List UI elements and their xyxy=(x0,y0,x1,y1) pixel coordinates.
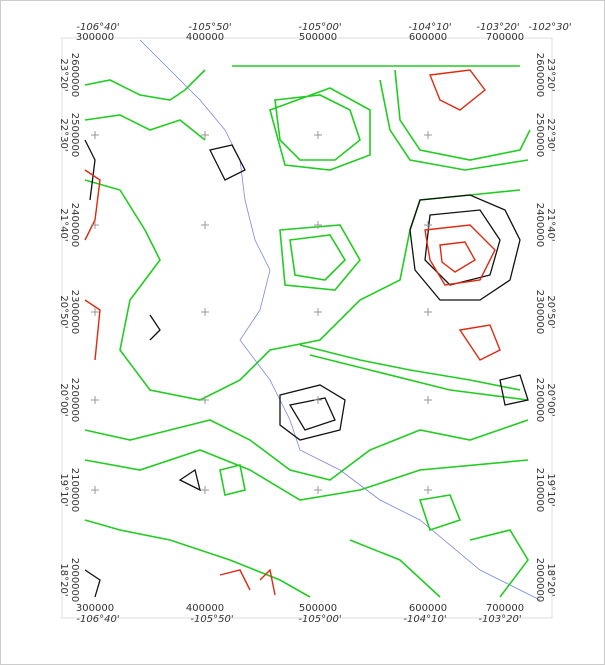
left-latitude: 20°50' xyxy=(58,295,69,328)
left-latitude: 22°30' xyxy=(58,118,69,151)
right-latitude: 21°40' xyxy=(545,208,556,241)
contour xyxy=(85,345,528,597)
left-northing: 2400000 xyxy=(69,203,80,248)
top-longitude: -102°30' xyxy=(528,22,571,33)
top-longitude: -103°20' xyxy=(476,22,519,33)
contour xyxy=(85,420,528,500)
contour xyxy=(270,88,370,170)
right-latitude: 20°00' xyxy=(545,383,556,416)
right-northing: 2200000 xyxy=(534,378,545,423)
contour xyxy=(85,66,520,140)
bottom-easting: 700000 xyxy=(486,603,524,614)
top-longitude: -106°40' xyxy=(76,22,119,33)
right-northing: 2600000 xyxy=(534,53,545,98)
right-northing: 2100000 xyxy=(534,468,545,513)
left-northing: 2100000 xyxy=(69,468,80,513)
left-latitude: 20°00' xyxy=(58,383,69,416)
right-latitude: 23°20' xyxy=(545,58,556,91)
right-northing: 2000000 xyxy=(534,558,545,603)
top-longitude: -105°00' xyxy=(298,22,341,33)
bottom-longitude: -106°40' xyxy=(76,614,119,625)
bottom-easting: 500000 xyxy=(299,603,337,614)
bottom-longitude: -104°10' xyxy=(403,614,446,625)
right-northing: 2500000 xyxy=(534,113,545,158)
top-easting: 500000 xyxy=(299,32,337,43)
left-northing: 2300000 xyxy=(69,290,80,335)
left-latitude: 23°20' xyxy=(58,58,69,91)
left-latitude: 18°20' xyxy=(58,563,69,596)
bottom-easting: 300000 xyxy=(76,603,114,614)
contour xyxy=(85,140,245,597)
bottom-longitude: -103°20' xyxy=(478,614,521,625)
map-frame xyxy=(62,38,552,618)
contour xyxy=(410,195,520,300)
top-easting: 400000 xyxy=(186,32,224,43)
top-easting: 300000 xyxy=(76,32,114,43)
bottom-easting: 600000 xyxy=(409,603,447,614)
grid-crosses xyxy=(91,131,432,494)
right-latitude: 22°30' xyxy=(545,118,556,151)
left-latitude: 21°40' xyxy=(58,208,69,241)
left-northing: 2500000 xyxy=(69,113,80,158)
map: 300000 300000 400000 400000 500000 500000 6000… xyxy=(0,0,605,665)
bottom-longitude: -105°00' xyxy=(298,614,341,625)
left-northing: 2600000 xyxy=(69,53,80,98)
right-latitude: 20°50' xyxy=(545,295,556,328)
contour xyxy=(425,225,500,360)
contour xyxy=(380,70,530,170)
map-border xyxy=(1,1,605,665)
bottom-easting: 400000 xyxy=(186,603,224,614)
right-latitude: 18°20' xyxy=(545,563,556,596)
top-longitude: -105°50' xyxy=(188,22,231,33)
left-northing: 2200000 xyxy=(69,378,80,423)
contours xyxy=(85,40,540,600)
right-latitude: 19°10' xyxy=(545,473,556,506)
top-longitude: -104°10' xyxy=(408,22,451,33)
right-northing: 2400000 xyxy=(534,203,545,248)
left-northing: 2000000 xyxy=(69,558,80,603)
top-easting: 700000 xyxy=(486,32,524,43)
top-easting: 600000 xyxy=(409,32,447,43)
bottom-longitude: -105°50' xyxy=(190,614,233,625)
contour xyxy=(280,225,360,290)
right-northing: 2300000 xyxy=(534,290,545,335)
left-latitude: 19°10' xyxy=(58,473,69,506)
